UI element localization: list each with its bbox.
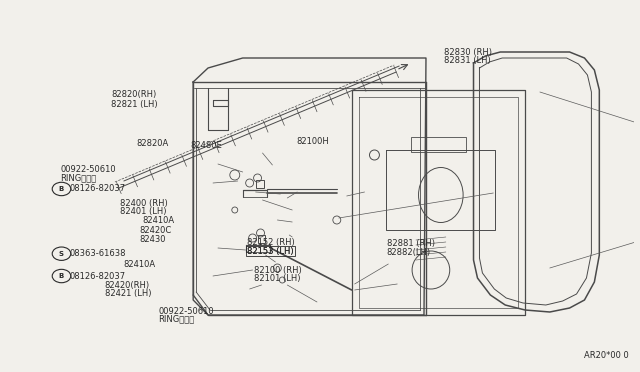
Text: B: B: [59, 273, 64, 279]
Text: 82421 (LH): 82421 (LH): [104, 289, 151, 298]
Text: AR20*00 0: AR20*00 0: [584, 351, 629, 360]
Text: 08126-82037: 08126-82037: [70, 272, 126, 280]
Text: 82830 (RH): 82830 (RH): [444, 48, 492, 57]
Text: 82401 (LH): 82401 (LH): [120, 207, 167, 216]
Text: S: S: [59, 251, 64, 257]
Text: 82820A: 82820A: [136, 139, 168, 148]
Bar: [255, 180, 264, 188]
Text: 82101 (LH): 82101 (LH): [253, 275, 300, 283]
Text: 82882(LH): 82882(LH): [387, 248, 431, 257]
Text: 82152 (RH): 82152 (RH): [247, 238, 295, 247]
Text: 82420C: 82420C: [140, 226, 172, 235]
Bar: [411, 137, 465, 152]
Text: 08363-61638: 08363-61638: [70, 249, 126, 258]
Text: RINGリング: RINGリング: [60, 173, 97, 182]
Text: 08126-82037: 08126-82037: [70, 185, 126, 193]
Text: 82400 (RH): 82400 (RH): [120, 199, 168, 208]
Text: 82410A: 82410A: [124, 260, 156, 269]
Text: 82153 (LH): 82153 (LH): [247, 247, 294, 256]
Text: B: B: [59, 186, 64, 192]
Text: 82100 (RH): 82100 (RH): [253, 266, 301, 275]
Text: 82410A: 82410A: [143, 217, 175, 225]
Text: 82881 (RH): 82881 (RH): [387, 239, 435, 248]
Text: 82480E: 82480E: [190, 141, 222, 150]
Bar: [257, 235, 266, 243]
Text: 82420(RH): 82420(RH): [104, 281, 150, 290]
Text: 82430: 82430: [140, 235, 166, 244]
Text: 00922-50610: 00922-50610: [60, 165, 116, 174]
Text: 00922-50610: 00922-50610: [159, 307, 214, 316]
Text: 82831 (LH): 82831 (LH): [444, 56, 490, 65]
Text: RINGリング: RINGリング: [159, 315, 195, 324]
Text: 82821 (LH): 82821 (LH): [111, 100, 157, 109]
Text: 82153 (LH): 82153 (LH): [247, 247, 294, 256]
Text: 82100H: 82100H: [297, 137, 330, 146]
Text: 82820(RH): 82820(RH): [111, 90, 156, 99]
